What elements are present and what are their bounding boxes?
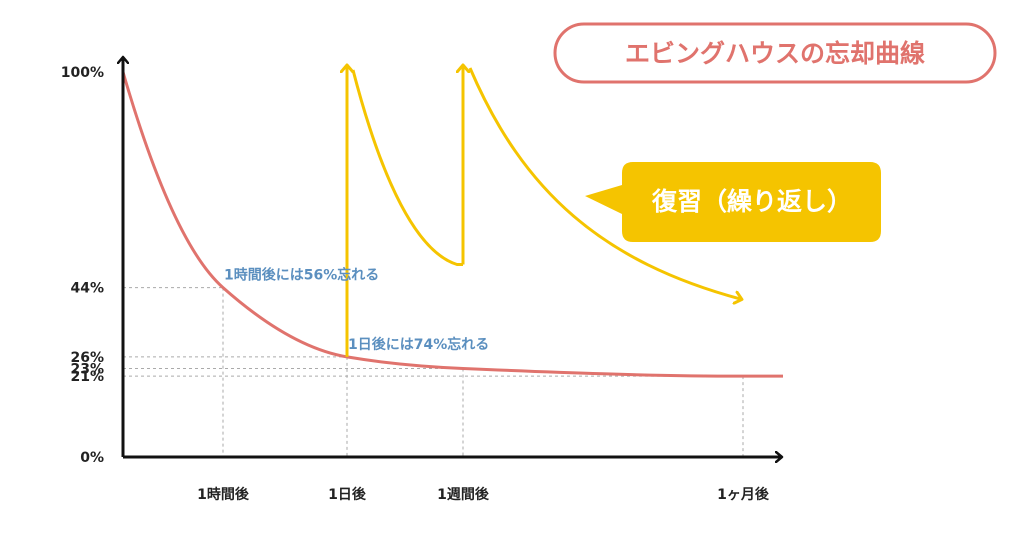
callout-bubble — [585, 162, 881, 242]
chart-title: エビングハウスの忘却曲線 — [625, 39, 925, 68]
y-tick-label-1: 44% — [70, 281, 104, 297]
annotations: 1時間後には56%忘れる 1日後には74%忘れる — [224, 267, 489, 353]
forgetting-curve-line — [121, 71, 783, 378]
chart-title-badge: エビングハウスの忘却曲線 — [553, 22, 997, 84]
review-decay-1 — [351, 69, 463, 266]
x-tick-label-0: 1時間後 — [197, 486, 250, 503]
y-tick-label-3: 23% — [70, 361, 104, 377]
guide-lines — [123, 287, 744, 457]
annotation-0: 1時間後には56%忘れる — [224, 267, 379, 284]
y-tick-label-2: 26% — [70, 350, 104, 366]
review-curves — [347, 66, 741, 357]
y-tick-label-0: 100% — [61, 65, 104, 81]
x-tick-labels: 1時間後 1日後 1週間後 1ヶ月後 — [197, 486, 770, 503]
title-frame — [553, 22, 997, 84]
review-callout: 復習（繰り返し） — [585, 162, 881, 242]
annotation-1: 1日後には74%忘れる — [348, 336, 489, 353]
y-tick-label-5: 0% — [80, 450, 104, 466]
x-tick-label-1: 1日後 — [328, 486, 367, 503]
review-decay-2 — [468, 67, 741, 299]
x-tick-label-2: 1週間後 — [437, 486, 490, 503]
y-tick-label-4: 21% — [70, 369, 104, 385]
callout-label: 復習（繰り返し） — [651, 187, 852, 216]
y-tick-labels: 100% 44% 26%23%21% 0% — [61, 65, 104, 466]
x-tick-label-3: 1ヶ月後 — [717, 486, 770, 503]
